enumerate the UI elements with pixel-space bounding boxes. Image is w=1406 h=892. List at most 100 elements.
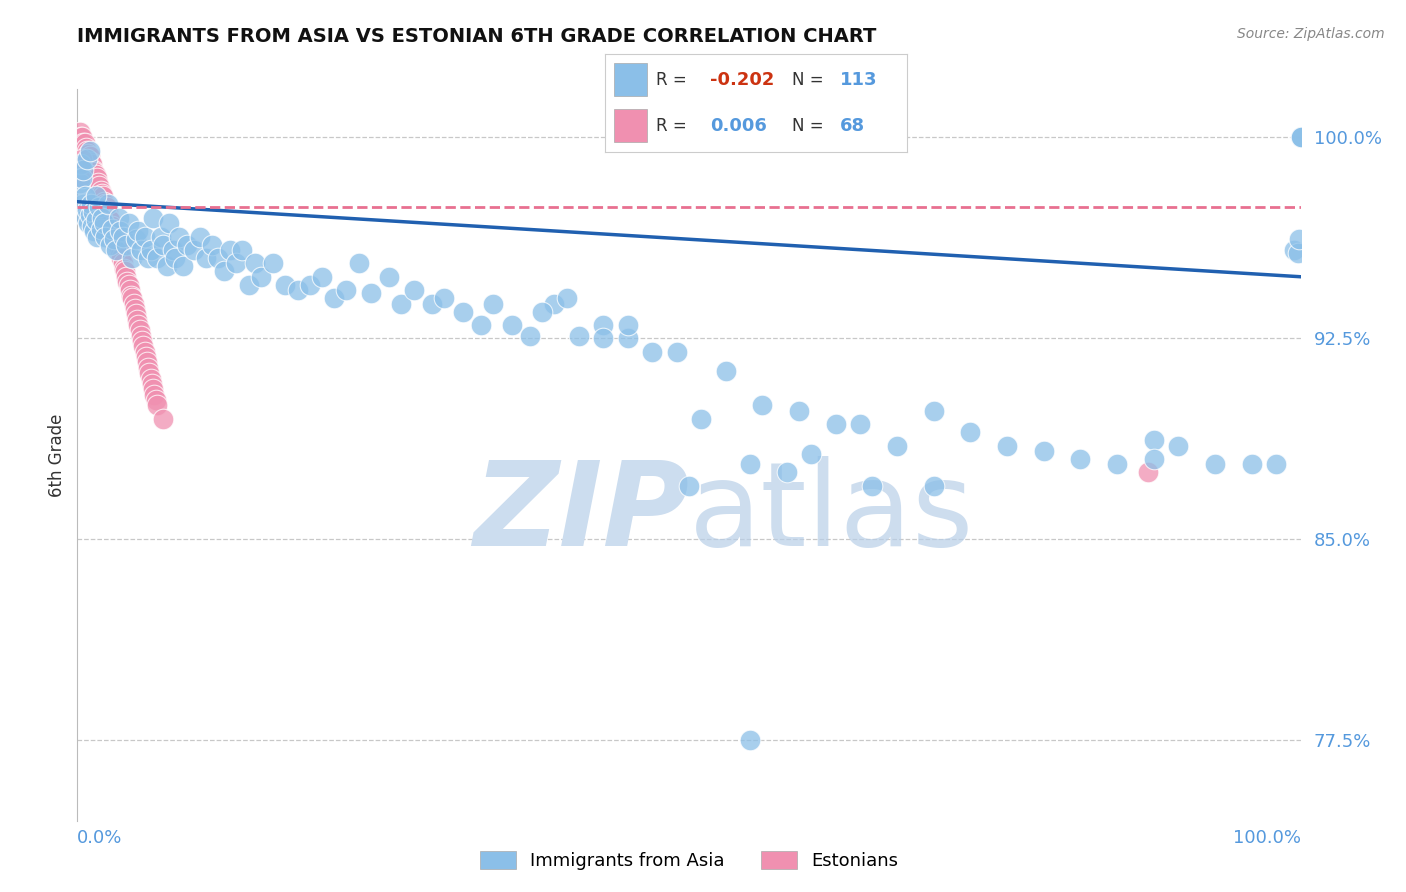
Point <box>70 130 93 145</box>
Point <box>96 200 118 214</box>
Point <box>83 224 105 238</box>
Point <box>124 301 146 316</box>
Point <box>470 318 492 332</box>
Point <box>194 251 217 265</box>
Point <box>207 251 229 265</box>
Point <box>142 211 165 225</box>
Point <box>617 331 640 345</box>
Point <box>641 344 664 359</box>
Point <box>73 189 96 203</box>
Point <box>87 176 110 190</box>
Point <box>84 213 107 227</box>
Point <box>1289 130 1312 145</box>
Point <box>136 360 159 375</box>
Point <box>995 438 1018 452</box>
Point <box>127 318 149 332</box>
Point <box>110 251 132 265</box>
Point <box>101 221 124 235</box>
Bar <box>613 63 647 95</box>
Point <box>91 189 114 203</box>
Point <box>678 479 700 493</box>
Point <box>105 235 128 249</box>
Point <box>77 216 100 230</box>
Point <box>501 318 523 332</box>
Point <box>176 237 198 252</box>
Point <box>97 197 120 211</box>
Point <box>120 288 142 302</box>
Point <box>93 194 115 209</box>
Text: 0.0%: 0.0% <box>77 829 122 847</box>
Point <box>93 216 115 230</box>
Point <box>97 205 120 219</box>
Point <box>75 141 97 155</box>
Text: N =: N = <box>792 70 830 88</box>
Point <box>1284 243 1306 257</box>
Point <box>212 264 235 278</box>
Point <box>262 256 284 270</box>
Point <box>103 232 125 246</box>
Point <box>122 296 145 310</box>
Point <box>592 318 614 332</box>
Point <box>146 398 169 412</box>
Point <box>183 243 205 257</box>
Point <box>108 248 131 262</box>
Point <box>1069 452 1091 467</box>
Text: 100.0%: 100.0% <box>1233 829 1301 847</box>
Point <box>665 344 688 359</box>
Point <box>335 283 357 297</box>
Point <box>89 178 111 193</box>
Point <box>80 197 103 211</box>
Point <box>79 144 101 158</box>
Point <box>118 277 141 292</box>
Point <box>80 157 103 171</box>
Point <box>592 331 614 345</box>
Point <box>107 237 129 252</box>
Point <box>76 152 98 166</box>
Point <box>141 376 163 391</box>
Point <box>152 411 174 425</box>
Point <box>787 403 810 417</box>
Point <box>136 251 159 265</box>
Point <box>555 291 578 305</box>
Point <box>145 392 167 407</box>
Point <box>751 398 773 412</box>
Point <box>111 229 134 244</box>
Point <box>922 479 945 493</box>
Point <box>98 211 121 225</box>
Point <box>108 224 131 238</box>
Point <box>131 334 153 348</box>
Point <box>94 229 117 244</box>
Point <box>108 243 131 257</box>
Point <box>118 283 141 297</box>
Point <box>1289 130 1312 145</box>
Point <box>139 371 162 385</box>
Point <box>519 328 541 343</box>
Point <box>127 312 149 326</box>
Point <box>125 232 148 246</box>
Point <box>1143 433 1166 447</box>
Point <box>543 296 565 310</box>
Point <box>94 197 117 211</box>
Point <box>83 165 105 179</box>
Point <box>323 291 346 305</box>
Point <box>77 146 100 161</box>
Text: atlas: atlas <box>689 456 974 571</box>
Point <box>89 200 111 214</box>
Point <box>1107 458 1129 472</box>
Text: ZIP: ZIP <box>472 456 689 571</box>
Point <box>70 130 93 145</box>
Point <box>862 479 884 493</box>
Point <box>451 304 474 318</box>
Point <box>112 261 135 276</box>
Point <box>714 363 737 377</box>
Point <box>129 243 152 257</box>
Point <box>231 243 253 257</box>
Point <box>1204 458 1226 472</box>
Text: 113: 113 <box>841 70 877 88</box>
Text: N =: N = <box>792 117 830 135</box>
Point <box>1286 245 1309 260</box>
Point <box>84 168 107 182</box>
Point <box>134 344 156 359</box>
Point <box>98 213 121 227</box>
Point <box>360 285 382 300</box>
